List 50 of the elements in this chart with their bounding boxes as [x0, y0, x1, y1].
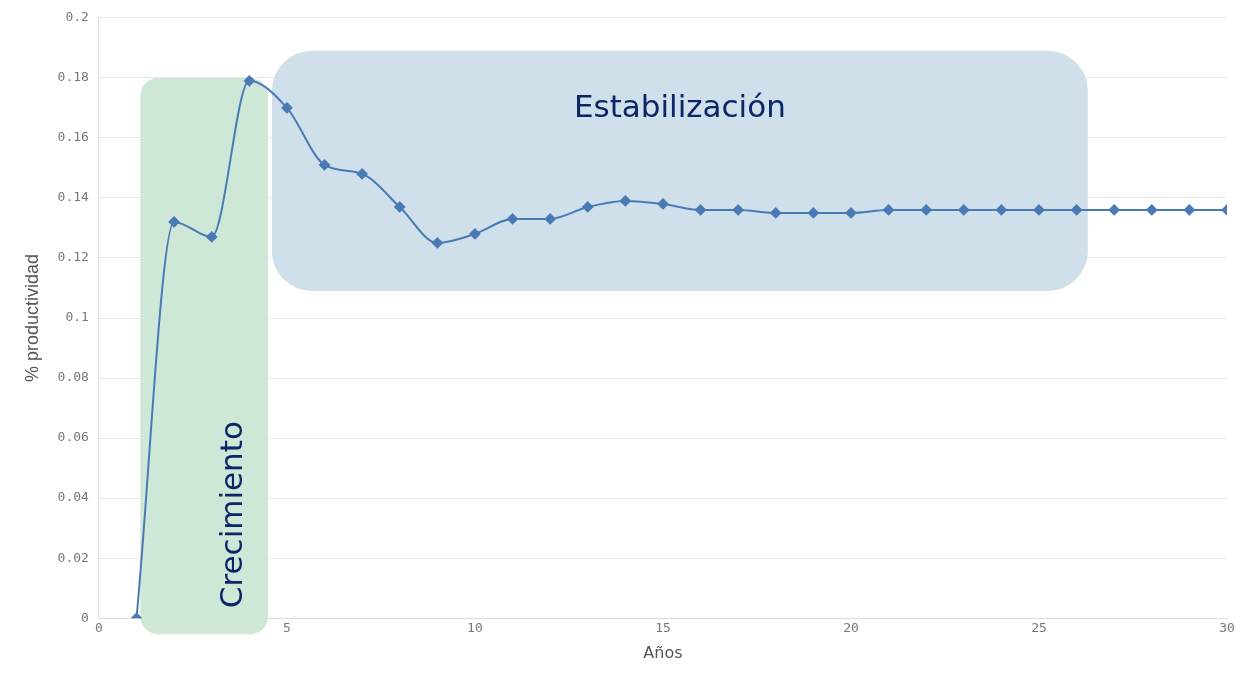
y-tick-label: 0.14	[57, 189, 90, 205]
x-tick-label: 5	[283, 620, 291, 636]
y-tick-label: 0.06	[57, 429, 89, 445]
point	[168, 216, 180, 228]
point	[544, 213, 556, 225]
point	[920, 204, 932, 216]
point	[394, 201, 406, 213]
y-tick-label: 0.12	[57, 249, 89, 265]
x-tick-label: 20	[843, 620, 859, 636]
point	[243, 75, 255, 87]
point	[356, 168, 368, 180]
point	[657, 198, 669, 210]
point	[732, 204, 744, 216]
x-tick-label: 30	[1219, 620, 1235, 636]
y-tick-label: 0.02	[57, 549, 89, 565]
point	[770, 207, 782, 219]
point	[695, 204, 707, 216]
point	[807, 207, 819, 219]
x-tick-label: 15	[655, 620, 671, 636]
point	[845, 207, 857, 219]
point	[281, 102, 293, 114]
point	[1108, 204, 1120, 216]
y-tick-label: 0.2	[65, 9, 89, 25]
x-tick-label: 0	[94, 620, 103, 636]
point	[1183, 204, 1195, 216]
point	[1071, 204, 1083, 216]
y-tick-label: 0.08	[57, 369, 89, 385]
y-axis-title: % productividad	[21, 253, 42, 383]
point	[582, 201, 594, 213]
x-axis-title: Años	[643, 642, 683, 662]
point	[883, 204, 895, 216]
point	[995, 204, 1007, 216]
band-label: Crecimiento	[213, 421, 250, 609]
point	[958, 204, 970, 216]
point	[206, 231, 218, 243]
x-tick-label: 25	[1031, 620, 1047, 636]
y-tick-label: 0.18	[57, 69, 89, 85]
y-tick-label: 0.1	[65, 309, 89, 325]
point	[469, 228, 481, 240]
point	[507, 213, 519, 225]
y-tick-label: 0.16	[57, 129, 89, 145]
x-tick-label: 10	[467, 620, 483, 636]
y-tick-label: 0	[81, 609, 89, 625]
y-tick-label: 0.04	[57, 489, 90, 505]
point	[431, 237, 443, 249]
point	[1033, 204, 1045, 216]
point	[619, 195, 631, 207]
point	[319, 159, 331, 171]
point	[1146, 204, 1158, 216]
band-label: Estabilización	[573, 87, 786, 124]
